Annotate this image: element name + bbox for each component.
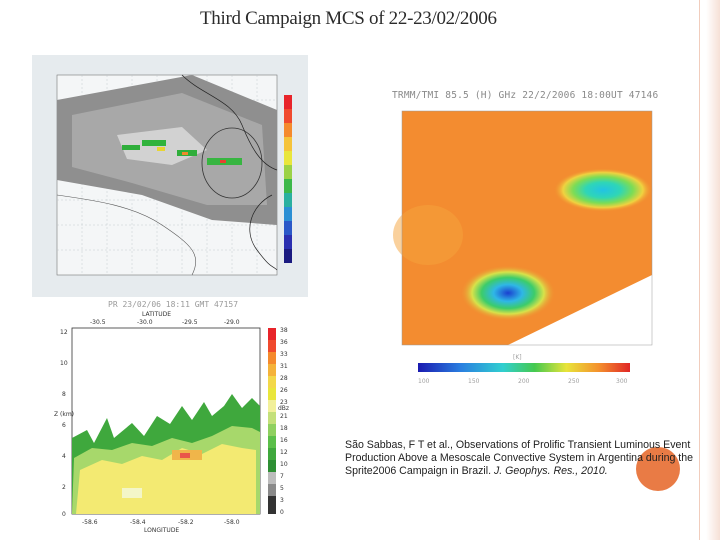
- svg-text:300: 300: [616, 378, 628, 385]
- svg-text:-30.5: -30.5: [90, 319, 106, 326]
- slide-border-line: [699, 0, 700, 540]
- svg-text:150: 150: [468, 378, 480, 385]
- svg-text:16: 16: [280, 437, 288, 444]
- satellite-map-panel: [32, 55, 308, 297]
- svg-text:5: 5: [280, 485, 284, 492]
- svg-text:2: 2: [62, 484, 66, 491]
- trmm-header: TRMM/TMI 85.5 (H) GHz 22/2/2006 18:00UT …: [392, 90, 659, 101]
- svg-text:-29.5: -29.5: [182, 319, 198, 326]
- svg-text:36: 36: [280, 339, 288, 346]
- trmm-panel: 100 150 200 250 300 [K]: [388, 85, 660, 385]
- citation-journal: J. Geophys. Res., 2010.: [494, 465, 608, 477]
- svg-text:-29.0: -29.0: [224, 319, 240, 326]
- svg-text:-58.6: -58.6: [82, 519, 98, 526]
- svg-text:0: 0: [62, 511, 66, 518]
- svg-text:28: 28: [280, 375, 288, 382]
- profile-caption: PR 23/02/06 18:11 GMT 47157: [108, 300, 239, 309]
- svg-text:8: 8: [62, 391, 66, 398]
- svg-text:0: 0: [280, 509, 284, 516]
- top-axis-label: LATITUDE: [142, 311, 171, 318]
- profile-image: Z (km) LATITUDE -30.5 -30.0 -29.5 -29.0 …: [54, 311, 289, 534]
- slide-border: [706, 0, 720, 540]
- svg-text:23: 23: [280, 399, 288, 406]
- bottom-axis-label: LONGITUDE: [144, 527, 179, 534]
- svg-text:31: 31: [280, 363, 288, 370]
- slide-title: Third Campaign MCS of 22-23/02/2006: [200, 8, 497, 29]
- profile-panel: Z (km) LATITUDE -30.5 -30.0 -29.5 -29.0 …: [52, 298, 292, 534]
- orange-circle-marker: [636, 447, 680, 491]
- citation-body: São Sabbas, F T et al., Observations of …: [345, 439, 694, 477]
- trmm-image: 100 150 200 250 300 [K]: [393, 110, 653, 385]
- svg-text:7: 7: [280, 473, 284, 480]
- svg-text:10: 10: [60, 360, 68, 367]
- svg-text:18: 18: [280, 425, 288, 432]
- svg-text:12: 12: [60, 329, 68, 336]
- svg-text:33: 33: [280, 351, 288, 358]
- svg-text:-30.0: -30.0: [137, 319, 153, 326]
- svg-text:3: 3: [280, 497, 284, 504]
- svg-text:6: 6: [62, 422, 66, 429]
- svg-text:12: 12: [280, 449, 288, 456]
- svg-text:[K]: [K]: [513, 354, 522, 361]
- satellite-map-image: [32, 55, 308, 297]
- svg-text:-58.0: -58.0: [224, 519, 240, 526]
- svg-text:-58.2: -58.2: [178, 519, 194, 526]
- svg-text:21: 21: [280, 413, 288, 420]
- svg-text:26: 26: [280, 387, 288, 394]
- z-axis-label: Z (km): [54, 411, 74, 418]
- svg-text:200: 200: [518, 378, 530, 385]
- svg-text:10: 10: [280, 461, 288, 468]
- svg-text:250: 250: [568, 378, 580, 385]
- svg-text:-58.4: -58.4: [130, 519, 146, 526]
- svg-text:100: 100: [418, 378, 430, 385]
- svg-text:38: 38: [280, 327, 288, 334]
- dbz-unit: dBz: [278, 405, 289, 412]
- svg-text:4: 4: [62, 453, 66, 460]
- citation-text: São Sabbas, F T et al., Observations of …: [345, 439, 710, 478]
